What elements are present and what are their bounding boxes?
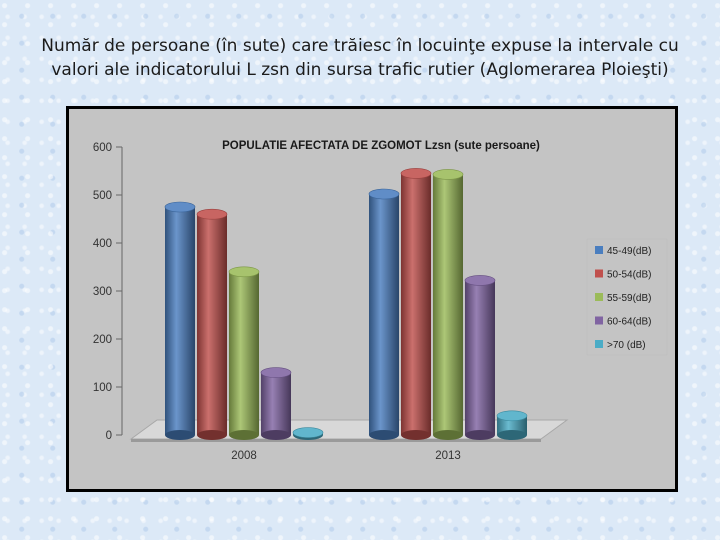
x-tick-label: 2013 bbox=[435, 450, 461, 462]
y-tick-label: 400 bbox=[93, 238, 112, 250]
legend-swatch bbox=[595, 340, 603, 348]
x-tick-label: 2008 bbox=[231, 450, 257, 462]
bar-2008-1 bbox=[196, 208, 228, 440]
bar-2013-2 bbox=[432, 169, 464, 440]
legend-label: 50-54(dB) bbox=[607, 270, 651, 281]
bar-2008-4 bbox=[292, 427, 324, 440]
legend-label: 55-59(dB) bbox=[607, 293, 651, 304]
y-tick-label: 300 bbox=[93, 286, 112, 298]
slide-title-line-1: Număr de persoane (în sute) care trăiesc… bbox=[41, 36, 679, 56]
chart-title: POPULATIE AFECTATA DE ZGOMOT Lzsn (sute … bbox=[222, 140, 540, 152]
bar-2013-1 bbox=[400, 168, 432, 440]
legend-swatch bbox=[595, 246, 603, 254]
chart-floor-edge bbox=[131, 439, 541, 442]
slide-title-line-2: valori ale indicatorului L zsn din sursa… bbox=[51, 60, 669, 80]
legend-label: 60-64(dB) bbox=[607, 317, 651, 328]
bar-2008-2 bbox=[228, 266, 260, 440]
y-tick-label: 0 bbox=[106, 430, 112, 442]
legend-label: 45-49(dB) bbox=[607, 246, 651, 257]
bar-chart: 0 100 200 300 400 500 600 2008 2013 POPULATIE AF… bbox=[69, 109, 675, 489]
y-tick-label: 200 bbox=[93, 334, 112, 346]
bar-2013-3 bbox=[464, 275, 496, 440]
legend-swatch bbox=[595, 316, 603, 325]
bar-2013-0 bbox=[368, 188, 400, 440]
bar-2008-3 bbox=[260, 367, 292, 440]
chart-frame: 0 100 200 300 400 500 600 2008 2013 POPULATIE AF… bbox=[66, 106, 678, 492]
bar-2008-0 bbox=[164, 201, 196, 440]
legend-swatch bbox=[595, 269, 603, 278]
legend-swatch bbox=[595, 293, 603, 301]
slide-title: Număr de persoane (în sute) care trăiesc… bbox=[20, 34, 700, 82]
legend-label: >70 (dB) bbox=[607, 340, 646, 351]
y-tick-label: 500 bbox=[93, 190, 112, 202]
bar-2013-4 bbox=[496, 410, 528, 440]
y-tick-label: 100 bbox=[93, 382, 112, 394]
y-tick-label: 600 bbox=[93, 142, 112, 154]
